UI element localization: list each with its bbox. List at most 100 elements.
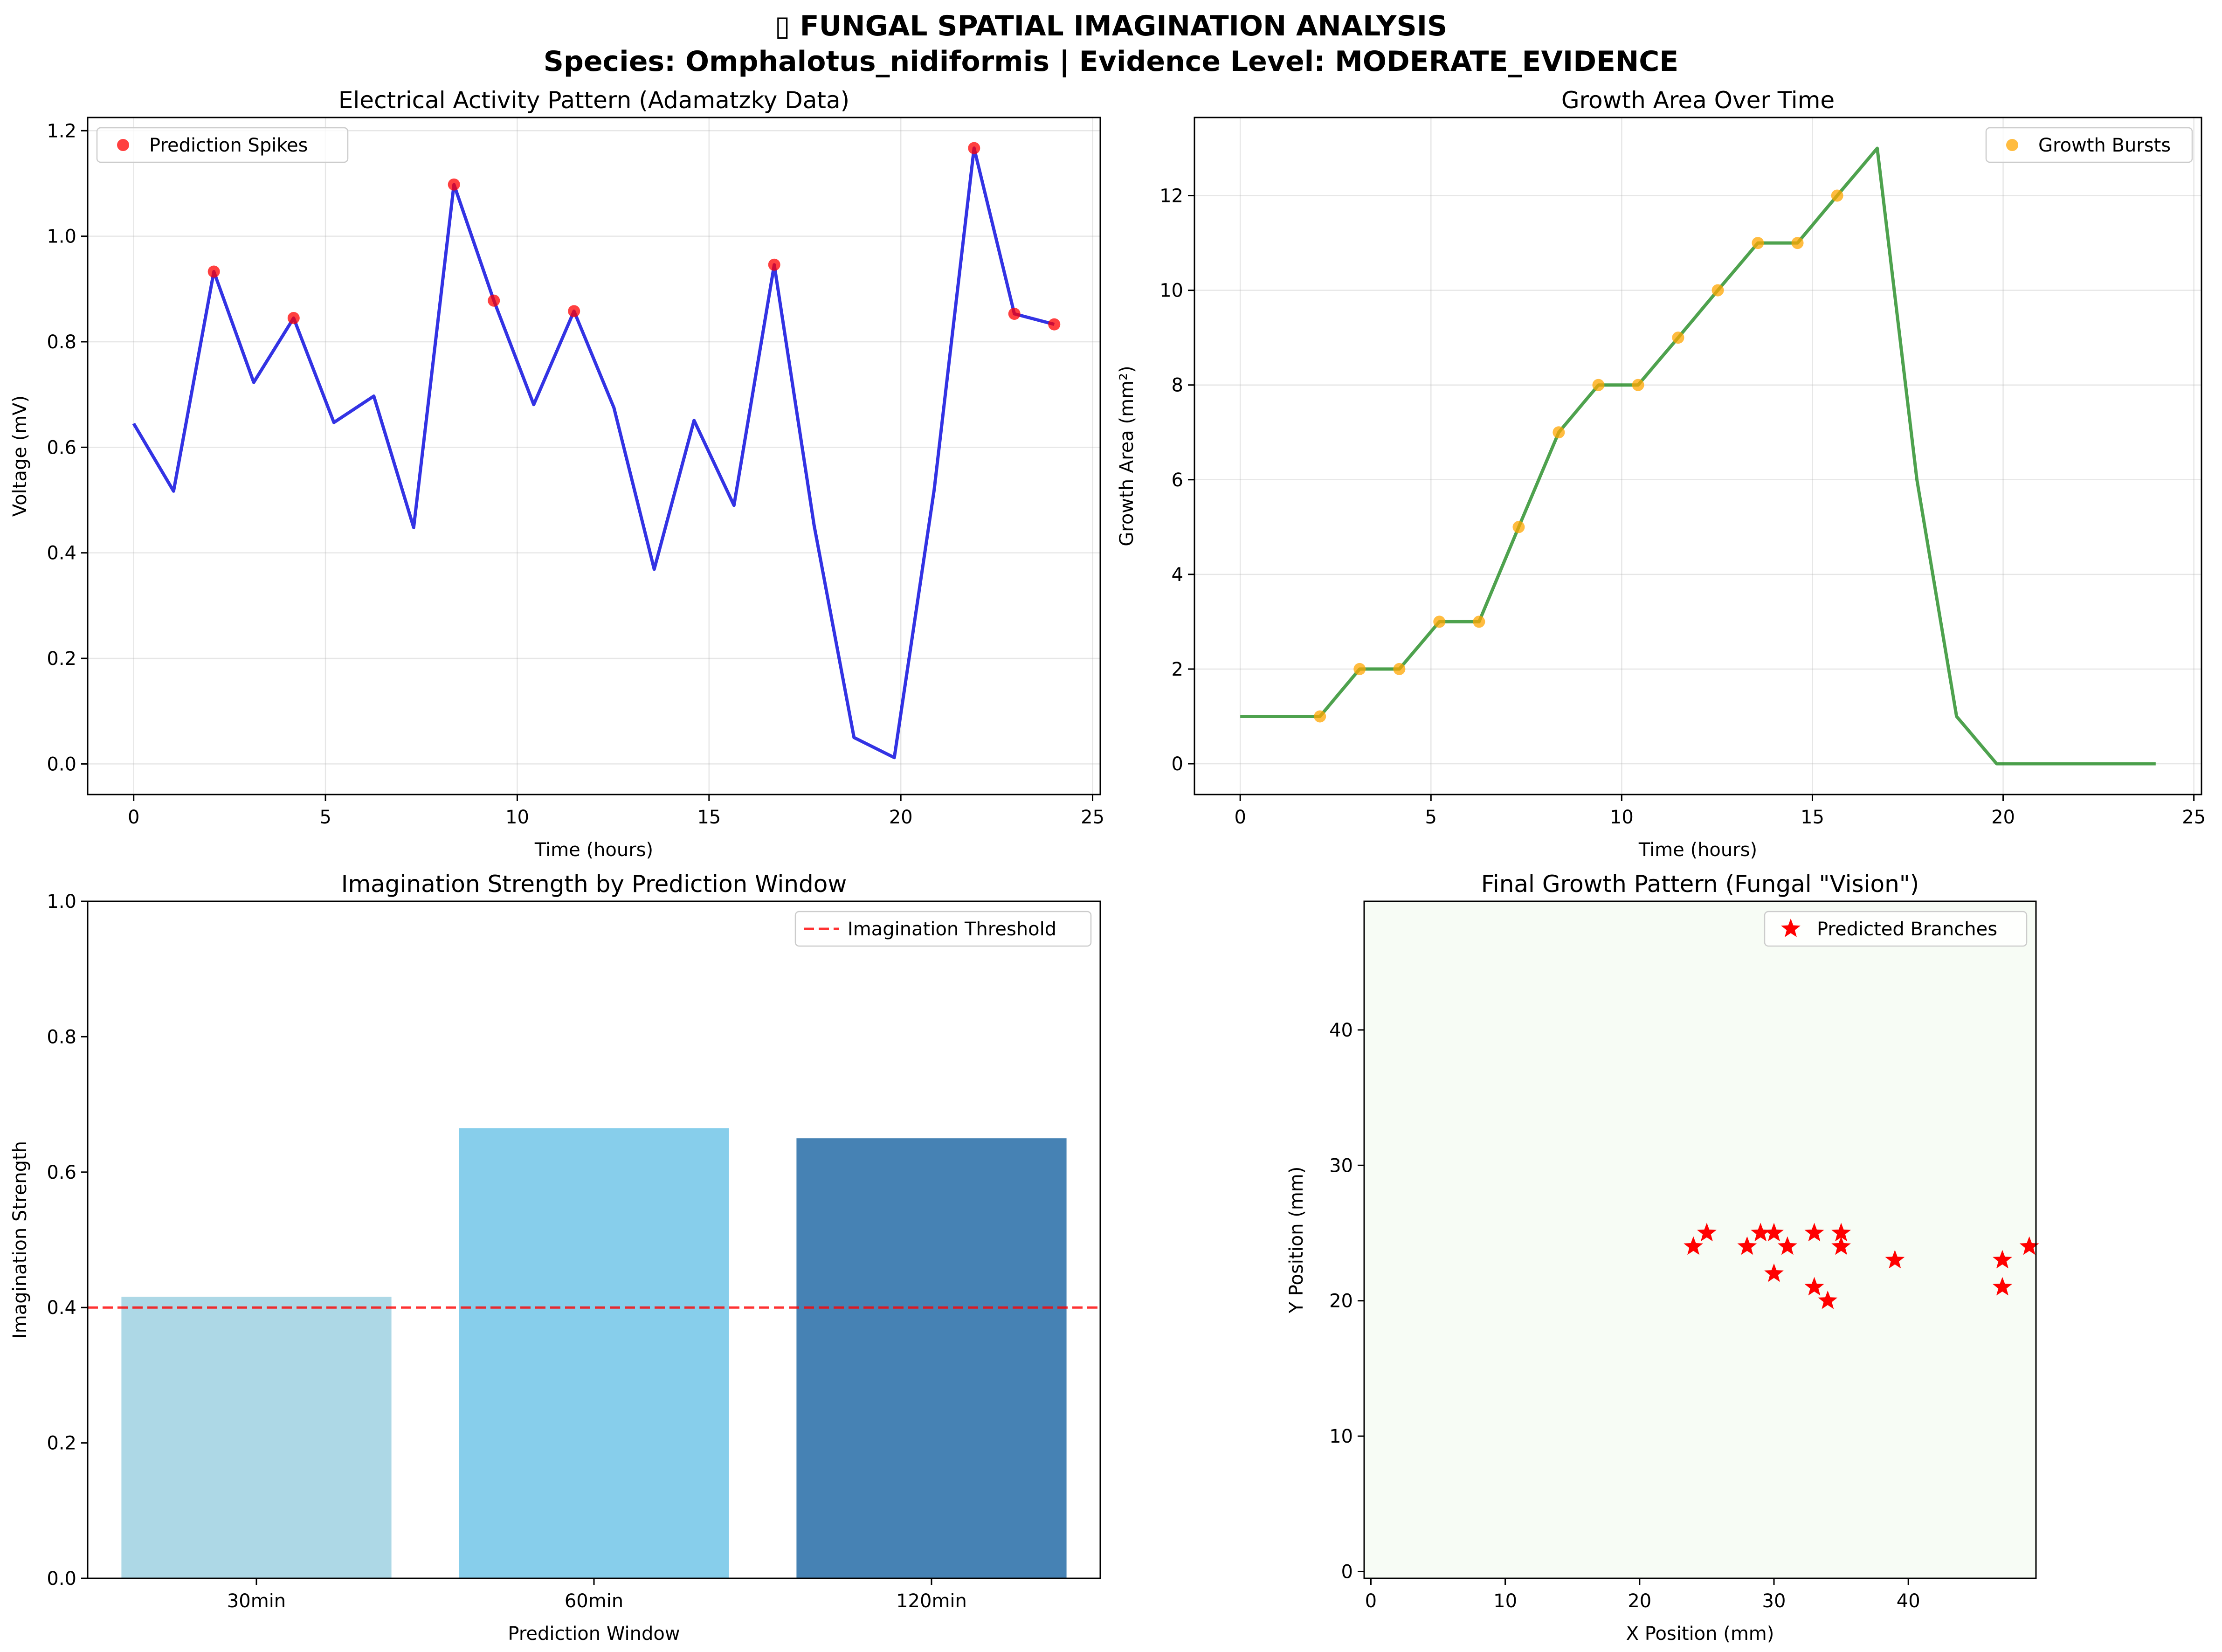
electrical-xlabel: Time (hours) — [534, 839, 653, 861]
growth-scatter-point — [1632, 379, 1644, 391]
growth-scatter-point — [1314, 710, 1326, 723]
growth-scatter-point — [1752, 237, 1764, 249]
pattern-xtick-label: 40 — [1897, 1590, 1920, 1612]
growth-axes-frame — [1194, 117, 2202, 795]
electrical-title: Electrical Activity Pattern (Adamatzky D… — [338, 87, 849, 114]
imagination-axes-frame — [87, 900, 1101, 1579]
growth-legend-label: Growth Bursts — [2038, 135, 2171, 156]
growth-xtick-label: 10 — [1610, 807, 1634, 828]
growth-ytick-label: 4 — [1172, 564, 1183, 586]
imagination-ytick-label: 0.8 — [47, 1026, 76, 1048]
electrical-plot-area — [88, 118, 1100, 795]
imagination-xtick-label: 120min — [896, 1590, 967, 1612]
pattern-star-marker — [1993, 1277, 2012, 1296]
imagination-ytick-label: 0.2 — [47, 1433, 76, 1454]
electrical-scatter-point — [768, 258, 780, 271]
imagination-ytick-label: 0.6 — [47, 1162, 76, 1183]
pattern-ytick-label: 30 — [1329, 1155, 1353, 1176]
pattern-star-marker — [1764, 1223, 1784, 1242]
electrical-scatter-point — [1048, 318, 1061, 331]
electrical-ytick-label: 1.0 — [47, 226, 76, 248]
pattern-star-marker — [1684, 1236, 1703, 1255]
pattern-title: Final Growth Pattern (Fungal "Vision") — [1481, 871, 1919, 898]
pattern-star-marker — [1804, 1223, 1824, 1242]
pattern-star-marker — [1831, 1223, 1851, 1242]
electrical-ytick-label: 0.8 — [47, 332, 76, 353]
pattern-star-marker — [1831, 1236, 1851, 1255]
growth-legend-marker — [2006, 139, 2018, 151]
imagination-bar-120min — [796, 1138, 1067, 1578]
electrical-xtick-label: 15 — [697, 807, 721, 828]
panel-growth: Growth Area Over Time Time (hours) Growth … — [1116, 87, 2206, 861]
electrical-ytick-label: 0.0 — [47, 753, 76, 775]
imagination-ylabel: Imagination Strength — [9, 1141, 31, 1339]
pattern-ylabel: Y Position (mm) — [1286, 1167, 1307, 1314]
imagination-xtick-label: 60min — [565, 1590, 623, 1612]
pattern-star-marker — [1804, 1277, 1824, 1296]
growth-scatter-point — [1592, 379, 1605, 391]
panel-electrical: Electrical Activity Pattern (Adamatzky D… — [9, 87, 1104, 861]
electrical-legend-label: Prediction Spikes — [149, 135, 308, 156]
electrical-xtick-label: 10 — [505, 807, 529, 828]
pattern-star-marker — [1818, 1290, 1838, 1309]
imagination-title: Imagination Strength by Prediction Windo… — [341, 871, 847, 898]
imagination-ytick-label: 0.0 — [47, 1568, 76, 1590]
imagination-xtick-label: 30min — [227, 1590, 286, 1612]
electrical-xtick-label: 25 — [1081, 807, 1104, 828]
chart-panels: Electrical Activity Pattern (Adamatzky D… — [9, 87, 2206, 1645]
growth-scatter-point — [1393, 663, 1406, 675]
growth-scatter-point — [1473, 615, 1485, 628]
pattern-legend-label: Predicted Branches — [1817, 919, 1997, 940]
pattern-star-marker — [1737, 1236, 1757, 1255]
imagination-legend-label: Imagination Threshold — [848, 919, 1056, 940]
pattern-axes-frame — [1363, 900, 2037, 1579]
pattern-star-marker — [1993, 1250, 2012, 1269]
figure-title-line1: ▯ FUNGAL SPATIAL IMAGINATION ANALYSIS — [775, 10, 1447, 42]
growth-ytick-label: 2 — [1172, 659, 1183, 680]
imagination-bar-60min — [459, 1128, 729, 1578]
panel-pattern: Final Growth Pattern (Fungal "Vision") X … — [1286, 871, 2039, 1645]
electrical-ytick-label: 0.6 — [47, 437, 76, 458]
electrical-scatter-point — [448, 178, 460, 191]
electrical-ytick-label: 1.2 — [47, 120, 76, 142]
growth-xlabel: Time (hours) — [1638, 839, 1757, 861]
electrical-scatter-point — [968, 142, 980, 154]
pattern-ytick-label: 0 — [1341, 1561, 1353, 1583]
pattern-star-marker — [1697, 1223, 1717, 1242]
growth-scatter-point — [1353, 663, 1366, 675]
growth-xtick-label: 0 — [1234, 807, 1246, 828]
growth-ytick-label: 10 — [1159, 280, 1183, 302]
electrical-xtick-label: 20 — [889, 807, 913, 828]
imagination-legend — [794, 911, 1092, 947]
electrical-series-line — [132, 146, 1055, 760]
growth-xtick-label: 5 — [1425, 807, 1437, 828]
pattern-ytick-label: 20 — [1329, 1291, 1353, 1312]
imagination-bar-30min — [121, 1296, 392, 1578]
pattern-star-marker — [1751, 1223, 1771, 1242]
electrical-scatter-point — [287, 312, 300, 325]
panel-imagination: Imagination Strength by Prediction Windo… — [9, 871, 1101, 1645]
imagination-ytick-label: 0.4 — [47, 1297, 76, 1319]
electrical-scatter-point — [207, 265, 220, 278]
growth-scatter-point — [1831, 189, 1843, 202]
electrical-xtick-label: 5 — [319, 807, 331, 828]
growth-ytick-label: 6 — [1172, 470, 1183, 491]
pattern-legend-marker — [1781, 919, 1801, 937]
growth-scatter-point — [1791, 237, 1804, 249]
electrical-scatter-point — [568, 305, 580, 318]
growth-legend — [1985, 127, 2193, 163]
pattern-star-marker — [1777, 1236, 1797, 1255]
electrical-legend-marker — [117, 139, 129, 151]
growth-title: Growth Area Over Time — [1561, 87, 1835, 114]
growth-ytick-label: 8 — [1172, 375, 1183, 396]
electrical-xtick-label: 0 — [128, 807, 139, 828]
pattern-star-marker — [1885, 1250, 1905, 1269]
pattern-xtick-label: 30 — [1762, 1590, 1786, 1612]
electrical-legend — [96, 127, 349, 163]
growth-scatter-point — [1711, 284, 1724, 297]
pattern-plot-area — [1364, 901, 2036, 1578]
electrical-scatter-point — [488, 294, 500, 307]
growth-xtick-label: 20 — [1991, 807, 2015, 828]
electrical-axes-frame — [87, 117, 1101, 795]
electrical-ylabel: Voltage (mV) — [9, 395, 31, 517]
